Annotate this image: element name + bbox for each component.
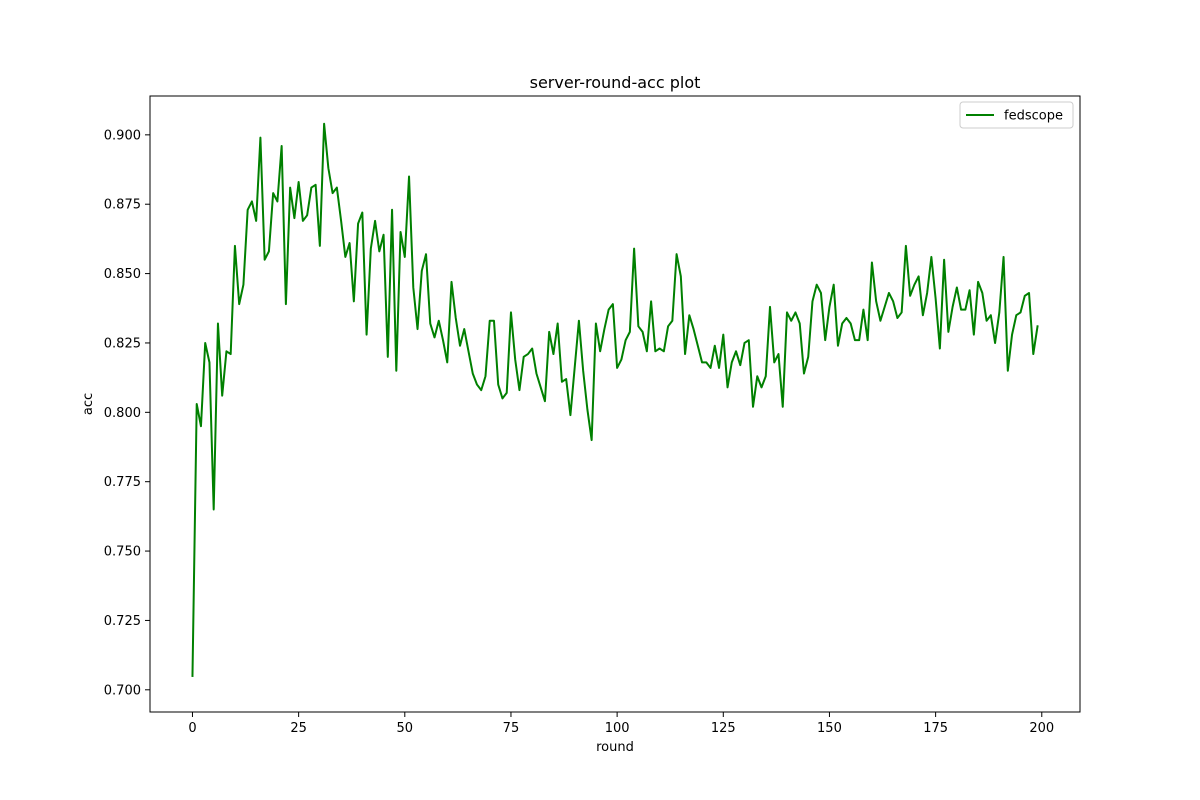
y-tick-label: 0.900 (104, 128, 141, 143)
x-tick-label: 100 (605, 721, 630, 736)
y-tick-label: 0.850 (104, 267, 141, 282)
plot-area (191, 122, 1039, 677)
legend-box (959, 101, 1074, 129)
legend: fedscope (959, 101, 1074, 129)
y-tick-label: 0.775 (104, 475, 141, 490)
legend-label-fedscope: fedscope (1004, 109, 1063, 124)
x-tick-label: 175 (923, 721, 948, 736)
y-tick-label: 0.725 (104, 614, 141, 629)
y-tick-label: 0.825 (104, 336, 141, 351)
y-axis: 0.700 0.725 0.750 0.775 0.800 0.825 0.850 0.875… (104, 128, 150, 698)
y-tick-label: 0.700 (104, 683, 141, 698)
chart-title: server-round-acc plot (530, 73, 701, 92)
plot-frame (149, 95, 1081, 713)
x-tick-label: 75 (503, 721, 520, 736)
x-tick-label: 25 (290, 721, 307, 736)
x-tick-label: 200 (1029, 721, 1054, 736)
x-tick-label: 50 (397, 721, 414, 736)
y-tick-label: 0.750 (104, 545, 141, 560)
x-tick-label: 150 (817, 721, 842, 736)
x-tick-label: 0 (188, 721, 196, 736)
series-line-fedscope (191, 122, 1039, 677)
x-axis-title: round (596, 740, 634, 755)
y-tick-label: 0.800 (104, 406, 141, 421)
x-axis: 0 25 50 75 100 125 150 175 200 (188, 712, 1054, 736)
y-tick-label: 0.875 (104, 198, 141, 213)
y-axis-title: acc (81, 393, 96, 415)
x-tick-label: 125 (711, 721, 736, 736)
